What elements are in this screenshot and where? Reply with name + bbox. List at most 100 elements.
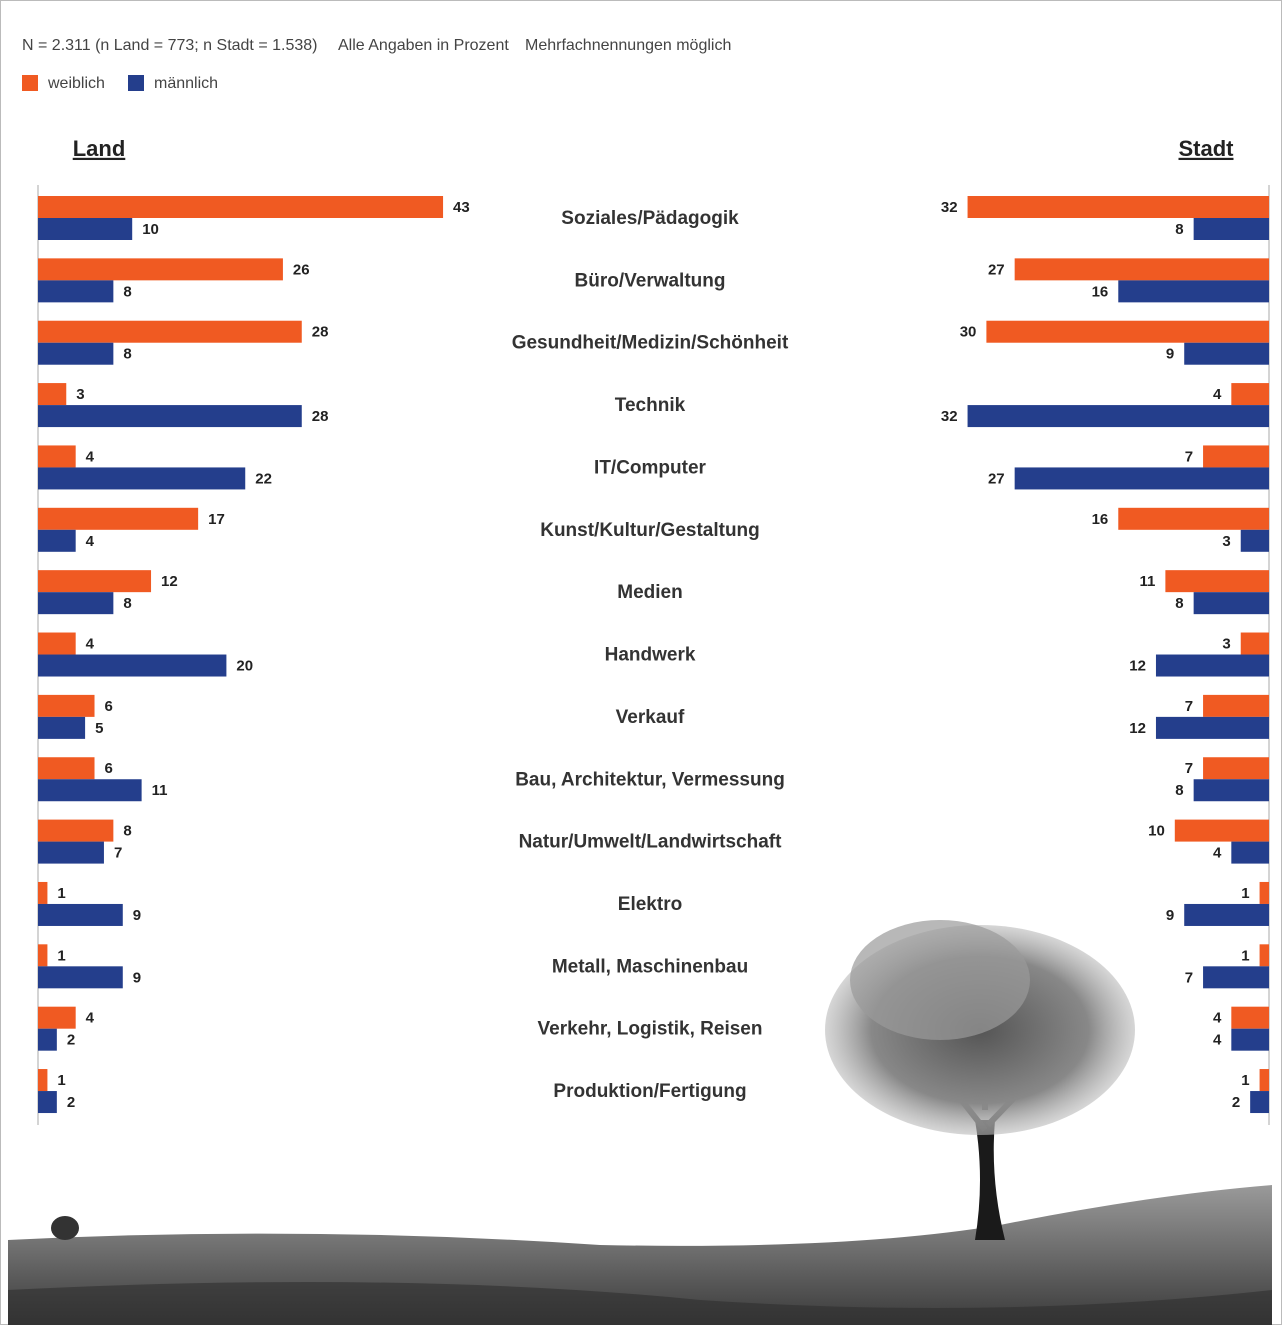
value-label: 4 xyxy=(86,533,95,550)
bar xyxy=(968,196,1269,218)
bar xyxy=(1203,966,1269,988)
bar xyxy=(38,757,95,779)
value-label: 28 xyxy=(312,324,329,341)
category-label: Verkehr, Logistik, Reisen xyxy=(538,1019,763,1040)
value-label: 7 xyxy=(1185,698,1193,715)
value-label: 5 xyxy=(95,720,103,737)
category-label: IT/Computer xyxy=(594,457,706,478)
bar xyxy=(968,405,1269,427)
bar xyxy=(38,1029,57,1051)
bar xyxy=(1194,218,1269,240)
bar xyxy=(38,467,245,489)
value-label: 1 xyxy=(57,1072,65,1089)
value-label: 4 xyxy=(1213,845,1222,862)
value-label: 7 xyxy=(1185,969,1193,986)
value-label: 43 xyxy=(453,199,470,216)
bar xyxy=(1118,280,1269,302)
value-label: 9 xyxy=(133,907,141,924)
value-label: 9 xyxy=(1166,907,1174,924)
value-label: 7 xyxy=(114,845,122,862)
bar xyxy=(1203,445,1269,467)
bar xyxy=(38,321,302,343)
bar xyxy=(1250,1091,1269,1113)
landscape xyxy=(8,920,1272,1325)
bar xyxy=(38,383,66,405)
bar xyxy=(1165,570,1269,592)
value-label: 8 xyxy=(1175,782,1183,799)
bar xyxy=(1194,779,1269,801)
value-label: 4 xyxy=(86,448,95,465)
bar xyxy=(38,570,151,592)
bar xyxy=(1184,343,1269,365)
value-label: 20 xyxy=(236,657,253,674)
value-label: 1 xyxy=(1241,1072,1249,1089)
bar xyxy=(38,966,123,988)
value-label: 6 xyxy=(105,760,113,777)
bar xyxy=(38,592,113,614)
bar xyxy=(38,196,443,218)
value-label: 22 xyxy=(255,470,272,487)
value-label: 26 xyxy=(293,261,310,278)
bar xyxy=(38,405,302,427)
value-label: 12 xyxy=(1129,720,1146,737)
bar xyxy=(38,1069,47,1091)
bar xyxy=(38,882,47,904)
bar xyxy=(1231,1007,1269,1029)
bar xyxy=(38,1007,76,1029)
bar xyxy=(38,842,104,864)
bar xyxy=(38,530,76,552)
bar xyxy=(38,695,95,717)
bar xyxy=(38,717,85,739)
value-label: 4 xyxy=(86,1010,95,1027)
value-label: 17 xyxy=(208,511,225,528)
value-label: 12 xyxy=(1129,657,1146,674)
bar xyxy=(1156,655,1269,677)
value-label: 4 xyxy=(1213,1032,1222,1049)
bar xyxy=(1203,757,1269,779)
value-label: 9 xyxy=(133,969,141,986)
value-label: 32 xyxy=(941,408,958,425)
bar xyxy=(1203,695,1269,717)
value-label: 3 xyxy=(1222,533,1230,550)
category-label: Handwerk xyxy=(605,645,696,666)
bar xyxy=(1231,1029,1269,1051)
value-label: 9 xyxy=(1166,346,1174,363)
bar xyxy=(1241,633,1269,655)
bar xyxy=(1260,1069,1269,1091)
bar xyxy=(1118,508,1269,530)
bar xyxy=(38,280,113,302)
bar xyxy=(1184,904,1269,926)
bar xyxy=(38,779,142,801)
bar xyxy=(1015,258,1269,280)
value-label: 7 xyxy=(1185,448,1193,465)
value-label: 8 xyxy=(1175,221,1183,238)
value-label: 27 xyxy=(988,261,1005,278)
bar xyxy=(986,321,1269,343)
legend-label: weiblich xyxy=(47,75,105,92)
subtitle: N = 2.311 (n Land = 773; n Stadt = 1.538… xyxy=(22,37,317,54)
value-label: 2 xyxy=(1232,1094,1240,1111)
category-label: Metall, Maschinenbau xyxy=(552,956,748,977)
category-label: Technik xyxy=(615,395,686,416)
bar xyxy=(1241,530,1269,552)
value-label: 11 xyxy=(152,782,168,799)
bar xyxy=(1231,842,1269,864)
value-label: 28 xyxy=(312,408,329,425)
category-label: Büro/Verwaltung xyxy=(575,270,726,291)
legend-swatch xyxy=(22,75,38,91)
bar xyxy=(1194,592,1269,614)
category-label: Soziales/Pädagogik xyxy=(561,208,739,229)
value-label: 27 xyxy=(988,470,1005,487)
value-label: 8 xyxy=(123,823,131,840)
value-label: 3 xyxy=(76,386,84,403)
category-label: Verkauf xyxy=(616,707,685,728)
value-label: 1 xyxy=(57,947,65,964)
value-label: 8 xyxy=(1175,595,1183,612)
bar xyxy=(38,633,76,655)
bar xyxy=(38,258,283,280)
category-label: Gesundheit/Medizin/Schönheit xyxy=(512,333,789,354)
category-label: Medien xyxy=(617,582,682,603)
category-label: Produktion/Fertigung xyxy=(553,1081,746,1102)
bar xyxy=(38,445,76,467)
value-label: 8 xyxy=(123,346,131,363)
